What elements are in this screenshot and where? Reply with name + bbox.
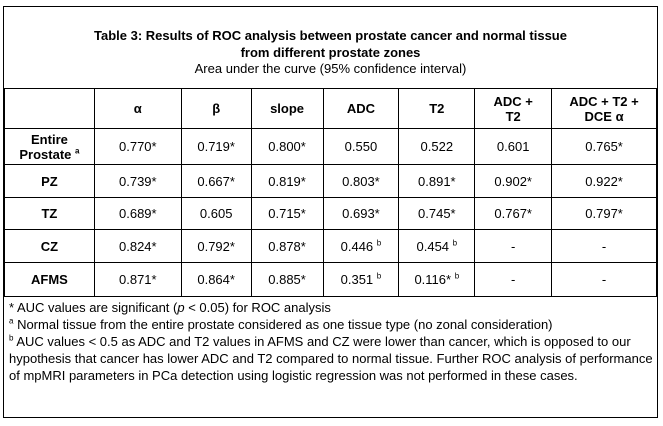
cell: 0.819*	[250, 164, 324, 198]
table-frame: Table 3: Results of ROC analysis between…	[3, 6, 658, 418]
cell: 0.797*	[551, 197, 657, 230]
cell: 0.767*	[474, 197, 553, 230]
cell: 0.765*	[551, 128, 657, 165]
table-title: Table 3: Results of ROC analysis between…	[4, 7, 657, 61]
cell: -	[551, 262, 657, 297]
footnote-significance: * AUC values are significant (p < 0.05) …	[9, 300, 331, 315]
cell: 0.601	[474, 128, 553, 165]
header-row: α β slope ADC T2 ADC + T2 ADC + T2 + DCE α	[4, 88, 657, 129]
title-line-2: from different prostate zones	[240, 45, 421, 60]
cell: 0.770*	[93, 128, 182, 165]
cell: 0.824*	[93, 229, 182, 263]
cell: 0.605	[180, 197, 252, 230]
cell: 0.693*	[322, 197, 400, 230]
table-caption: Table 3: Results of ROC analysis between…	[4, 7, 657, 87]
cell: 0.719*	[180, 128, 252, 165]
cell: 0.864*	[180, 262, 252, 297]
cell: 0.689*	[93, 197, 182, 230]
header-t2: T2	[398, 88, 476, 129]
cell: 0.922*	[551, 164, 657, 198]
cell: 0.902*	[474, 164, 553, 198]
cell: 0.792*	[180, 229, 252, 263]
cell: -	[474, 229, 553, 263]
table-row: Entire Prostate a 0.770* 0.719* 0.800* 0.…	[4, 128, 657, 165]
cell: 0.715*	[250, 197, 324, 230]
header-alpha: α	[93, 88, 182, 129]
cell: 0.885*	[250, 262, 324, 297]
row-label: Entire Prostate a	[4, 128, 95, 165]
cell: 0.550	[322, 128, 400, 165]
table-row: TZ 0.689* 0.605 0.715* 0.693* 0.745* 0.7…	[4, 197, 657, 230]
cell: 0.522	[398, 128, 476, 165]
cell: 0.351 b	[322, 262, 400, 297]
cell: 0.745*	[398, 197, 476, 230]
row-label: TZ	[4, 197, 95, 230]
header-adc-t2-dce: ADC + T2 + DCE α	[551, 88, 657, 129]
cell: -	[474, 262, 553, 297]
cell: 0.803*	[322, 164, 400, 198]
row-label: PZ	[4, 164, 95, 198]
cell: 0.871*	[93, 262, 182, 297]
table-row: AFMS 0.871* 0.864* 0.885* 0.351 b 0.116*…	[4, 262, 657, 297]
row-label: AFMS	[4, 262, 95, 297]
title-line-1: Table 3: Results of ROC analysis between…	[94, 28, 567, 43]
header-empty	[4, 88, 95, 129]
cell: 0.454 b	[398, 229, 476, 263]
footnote-a: a Normal tissue from the entire prostate…	[9, 316, 553, 332]
header-adc: ADC	[322, 88, 400, 129]
footnote-b: b AUC values < 0.5 as ADC and T2 values …	[9, 333, 653, 383]
cell: 0.116* b	[398, 262, 476, 297]
cell: 0.891*	[398, 164, 476, 198]
table-subtitle: Area under the curve (95% confidence int…	[194, 61, 467, 76]
row-label: CZ	[4, 229, 95, 263]
header-beta: β	[180, 88, 252, 129]
table-row: PZ 0.739* 0.667* 0.819* 0.803* 0.891* 0.…	[4, 164, 657, 198]
cell: 0.800*	[250, 128, 324, 165]
cell: 0.667*	[180, 164, 252, 198]
cell: -	[551, 229, 657, 263]
roc-table: α β slope ADC T2 ADC + T2 ADC + T2 + DCE α…	[4, 88, 657, 297]
header-adc-t2: ADC + T2	[474, 88, 553, 129]
cell: 0.878*	[250, 229, 324, 263]
table-row: CZ 0.824* 0.792* 0.878* 0.446 b 0.454 b …	[4, 229, 657, 263]
header-slope: slope	[250, 88, 324, 129]
footnotes: * AUC values are significant (p < 0.05) …	[4, 299, 657, 384]
cell: 0.739*	[93, 164, 182, 198]
cell: 0.446 b	[322, 229, 400, 263]
